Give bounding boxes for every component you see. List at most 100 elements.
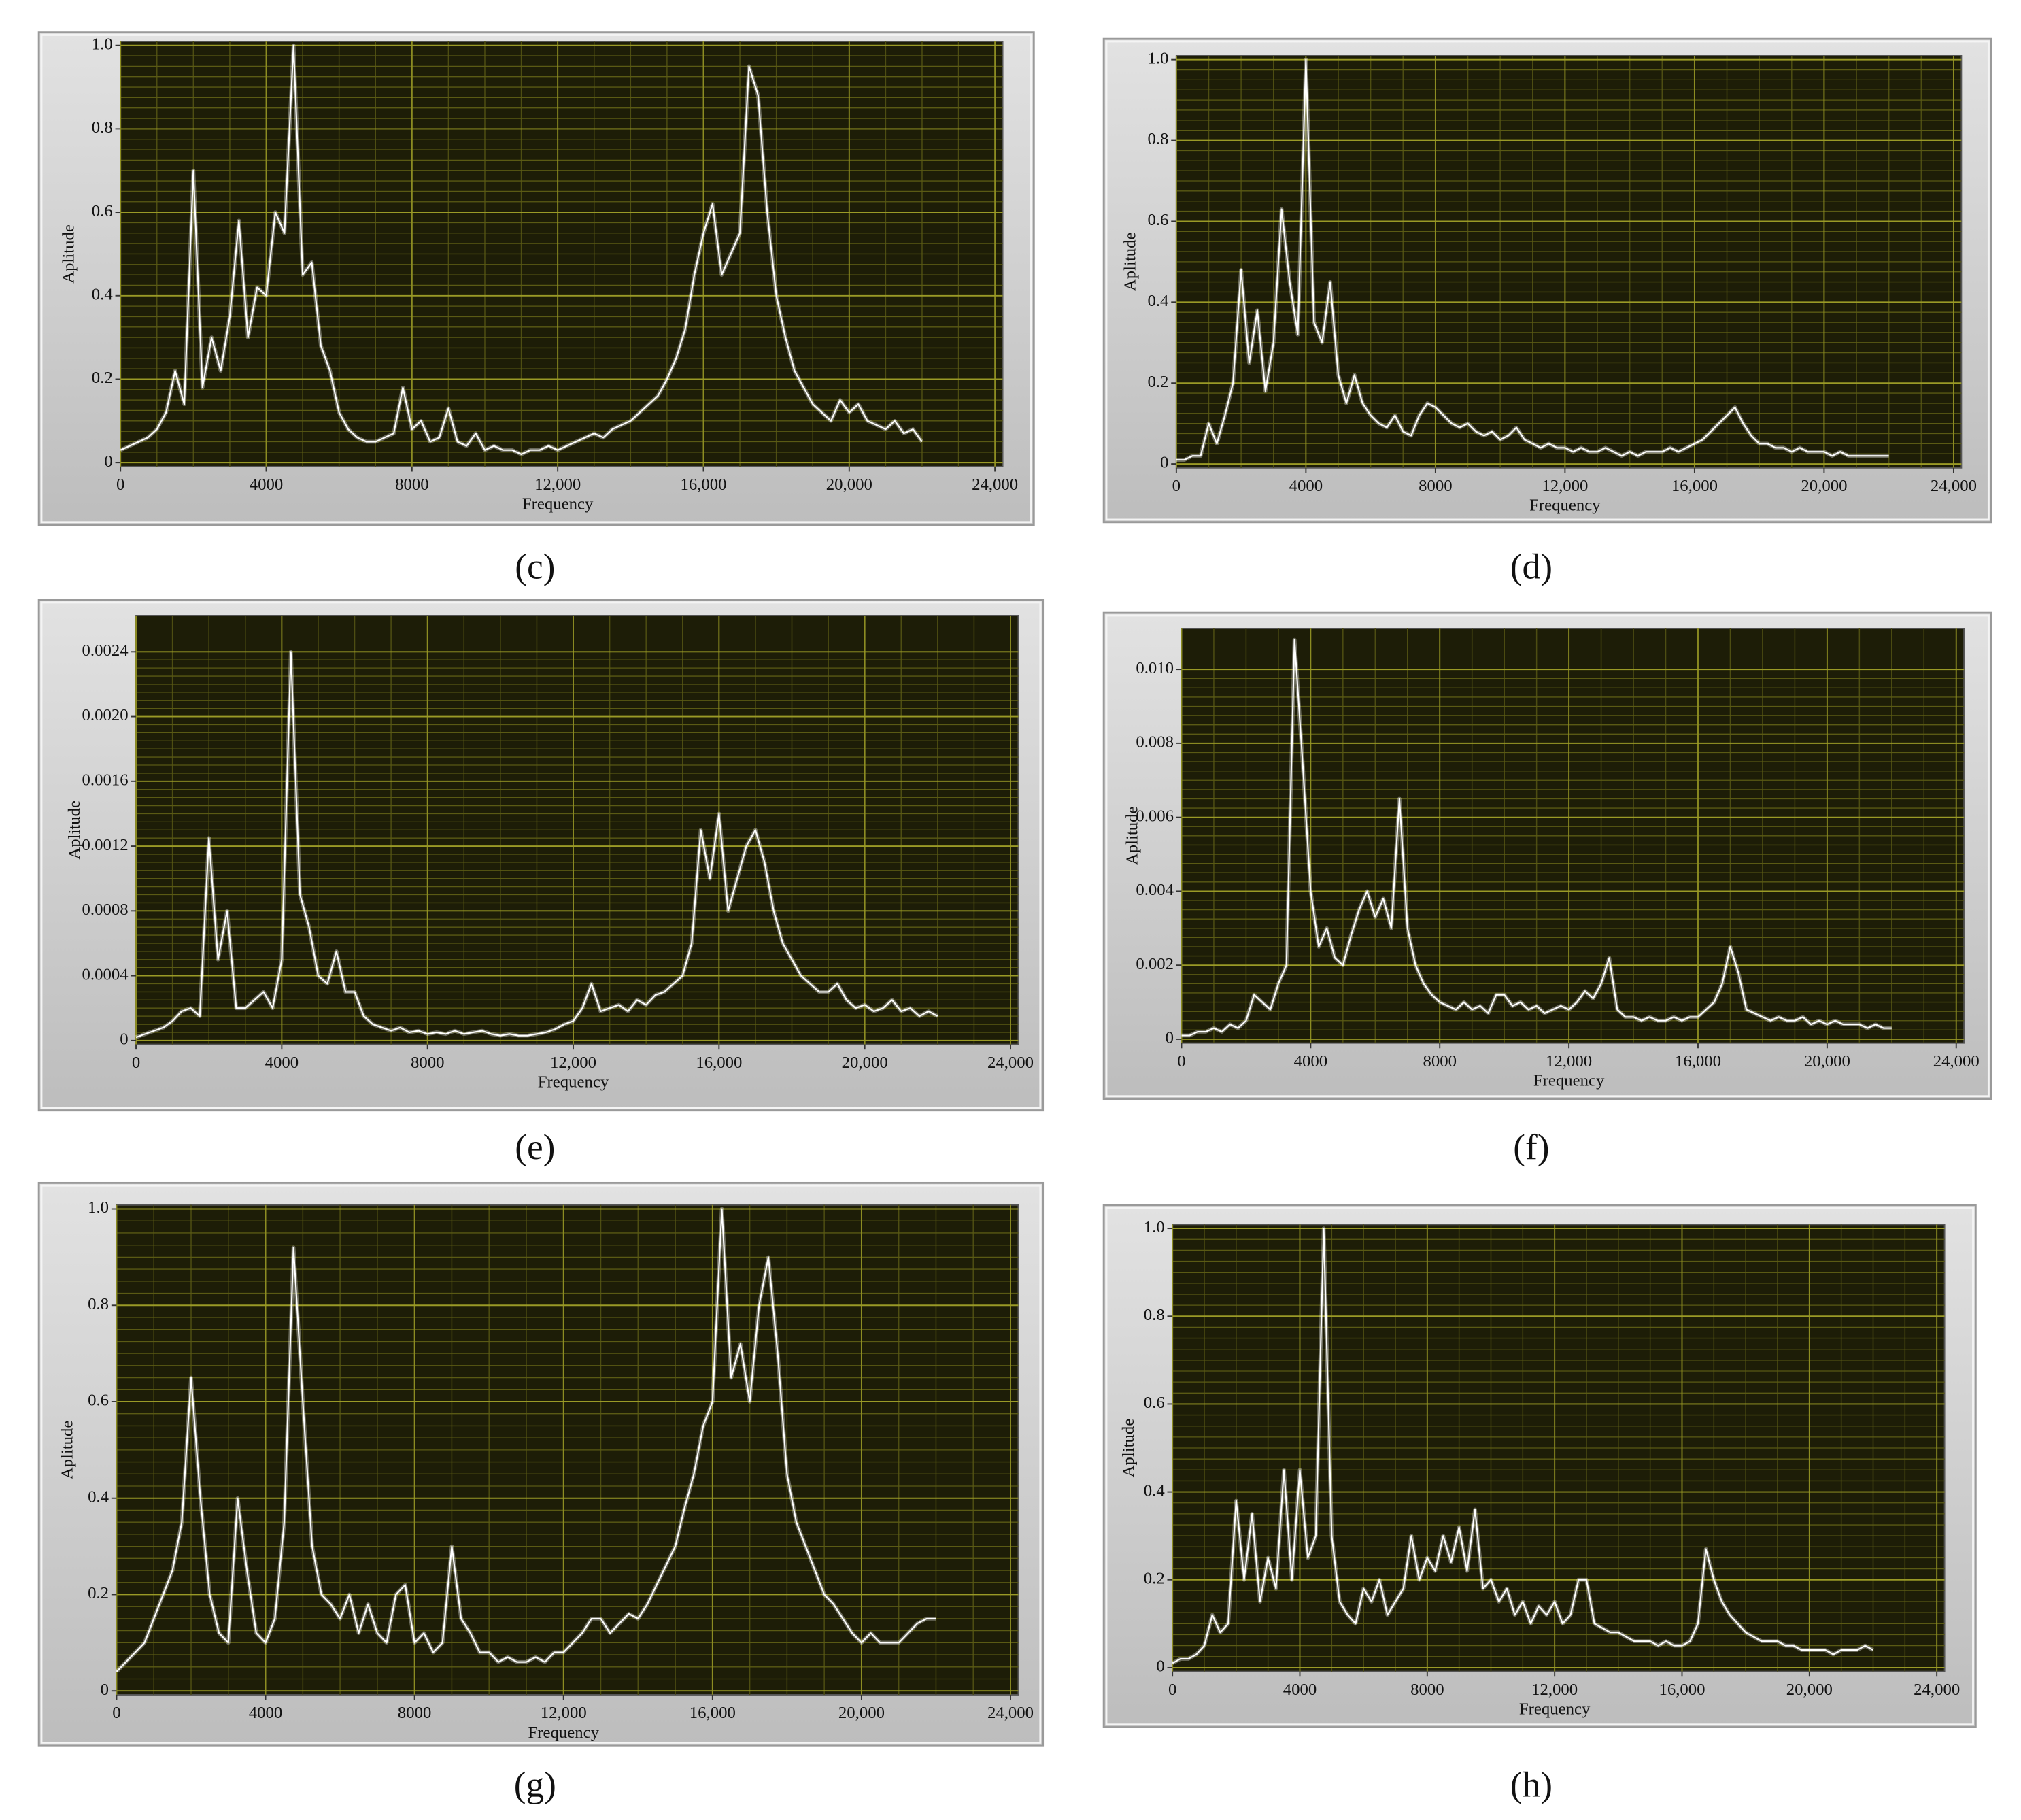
panel-caption: (d) (1510, 546, 1552, 587)
y-tick-label: 0.2 (92, 369, 113, 387)
spectrum-line (120, 44, 923, 455)
x-tick-label: 4000 (1289, 477, 1323, 495)
x-tick-label: 20,000 (842, 1054, 888, 1072)
y-axis-label: Aplitude (1123, 807, 1141, 866)
x-tick-label: 0 (1172, 477, 1181, 495)
x-tick-label: 0 (132, 1054, 140, 1072)
panel-caption: (c) (515, 546, 555, 587)
y-tick-label: 0.0008 (82, 900, 129, 919)
x-tick-label: 8000 (1410, 1681, 1444, 1699)
chart-panel: 0 4000 8000 12,000 16,000 20,000 24,000 0 0.002 0… (1102, 611, 1992, 1167)
x-axis-label: Frequency (1529, 496, 1601, 515)
chart-panel: 0 4000 8000 12,000 16,000 20,000 24,000 0 0.2 0.4… (37, 1181, 1045, 1804)
y-tick-label: 0.0024 (82, 641, 129, 660)
y-tick-label: 0 (1166, 1029, 1174, 1047)
x-tick-label: 24,000 (1933, 1052, 1980, 1071)
x-tick-label: 20,000 (1801, 477, 1847, 495)
x-tick-label: 20,000 (838, 1704, 885, 1722)
x-axis-label: Frequency (538, 1073, 609, 1091)
x-tick-label: 8000 (411, 1054, 445, 1072)
y-tick-label: 0.8 (1144, 1306, 1165, 1324)
y-tick-label: 0.006 (1136, 807, 1174, 825)
y-axis-label: Aplitude (65, 801, 84, 860)
x-tick-label: 4000 (265, 1054, 299, 1072)
x-tick-label: 12,000 (1531, 1681, 1578, 1699)
x-tick-label: 0 (1168, 1681, 1176, 1699)
y-tick-label: 0 (101, 1681, 109, 1699)
x-tick-label: 4000 (1283, 1681, 1317, 1699)
y-tick-label: 0.010 (1136, 659, 1174, 677)
y-tick-label: 0.0004 (82, 965, 129, 983)
spectrum-line (135, 651, 938, 1039)
x-tick-label: 24,000 (987, 1054, 1034, 1072)
spectrum-line (116, 1208, 936, 1672)
x-tick-label: 8000 (395, 475, 429, 494)
spectrum-line (1181, 639, 1892, 1037)
y-tick-label: 0.2 (88, 1584, 109, 1602)
x-tick-label: 0 (1177, 1052, 1185, 1071)
chart-panel: 0 4000 8000 12,000 16,000 20,000 24,000 0 0.2 0.4… (1102, 37, 1992, 587)
x-tick-label: 4000 (1294, 1052, 1327, 1071)
x-tick-label: 24,000 (1914, 1681, 1960, 1699)
chart-panel: 0 4000 8000 12,000 16,000 20,000 24,000 0 0.0004… (37, 599, 1045, 1167)
x-tick-label: 8000 (1423, 1052, 1457, 1071)
x-tick-label: 20,000 (826, 475, 872, 494)
y-tick-label: 0.6 (92, 202, 113, 220)
y-tick-label: 0.2 (1147, 373, 1168, 391)
y-tick-label: 0 (1156, 1657, 1164, 1676)
x-axis-label: Frequency (1533, 1071, 1605, 1090)
y-tick-label: 0.8 (88, 1295, 109, 1313)
chart-panel: 0 4000 8000 12,000 16,000 20,000 24,000 0 0.2 0.4… (1102, 1204, 1977, 1804)
x-tick-label: 8000 (398, 1704, 432, 1722)
y-tick-label: 1.0 (92, 35, 113, 53)
x-tick-label: 12,000 (534, 475, 581, 494)
x-tick-label: 16,000 (1675, 1052, 1721, 1071)
x-tick-label: 24,000 (1931, 477, 1977, 495)
panel-bevel (40, 601, 1042, 1109)
y-tick-label: 0.0016 (82, 771, 129, 790)
y-tick-label: 0.6 (1147, 211, 1168, 229)
x-tick-label: 16,000 (680, 475, 726, 494)
x-tick-label: 0 (112, 1704, 120, 1722)
panel-bevel (1105, 40, 1990, 521)
x-tick-label: 4000 (249, 1704, 283, 1722)
y-tick-label: 1.0 (88, 1198, 109, 1217)
y-axis-label: Aplitude (58, 1421, 76, 1480)
x-tick-label: 0 (116, 475, 124, 494)
panel-bevel (1105, 1207, 1974, 1726)
y-tick-label: 1.0 (1144, 1218, 1165, 1236)
x-axis-label: Frequency (1519, 1700, 1591, 1718)
y-tick-label: 0.0012 (82, 836, 129, 854)
y-axis-label: Aplitude (1119, 1419, 1138, 1478)
panel-caption: (e) (515, 1126, 555, 1167)
x-tick-label: 12,000 (1542, 477, 1588, 495)
y-tick-label: 0.6 (88, 1392, 109, 1410)
y-axis-label: Aplitude (1121, 233, 1139, 292)
x-tick-label: 8000 (1419, 477, 1453, 495)
y-tick-label: 0 (1160, 454, 1168, 472)
y-axis-label: Aplitude (59, 224, 78, 284)
y-tick-label: 0 (104, 452, 112, 471)
y-tick-label: 0.004 (1136, 881, 1174, 899)
panel-caption: (g) (514, 1764, 556, 1804)
y-tick-label: 0.008 (1136, 733, 1174, 752)
y-tick-label: 0.4 (1144, 1481, 1165, 1500)
x-tick-label: 24,000 (987, 1704, 1034, 1722)
y-tick-label: 0.4 (88, 1487, 109, 1506)
y-tick-label: 0.002 (1136, 955, 1174, 973)
x-tick-label: 4000 (250, 475, 283, 494)
x-tick-label: 24,000 (972, 475, 1018, 494)
x-tick-label: 16,000 (1671, 477, 1718, 495)
spectrum-line (1176, 58, 1889, 461)
panel-caption: (f) (1513, 1126, 1549, 1167)
y-tick-label: 0.6 (1144, 1394, 1165, 1412)
panel-bevel (40, 1184, 1042, 1744)
x-tick-label: 12,000 (550, 1054, 596, 1072)
spectrum-line (1172, 1228, 1873, 1664)
y-tick-label: 0 (120, 1030, 128, 1049)
panel-caption: (h) (1510, 1764, 1552, 1804)
x-axis-label: Frequency (522, 495, 594, 513)
x-tick-label: 16,000 (696, 1054, 742, 1072)
x-tick-label: 12,000 (1546, 1052, 1592, 1071)
